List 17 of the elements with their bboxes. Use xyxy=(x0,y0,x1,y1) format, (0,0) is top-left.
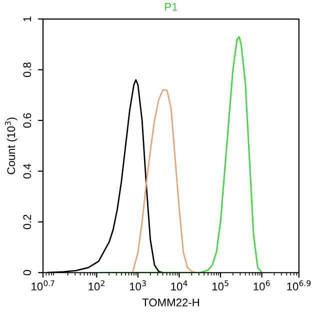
x-tick-label: 10$^{0.7}$ xyxy=(32,280,54,290)
line-series xyxy=(132,89,196,273)
x-tick-label: 10$^{5}$ xyxy=(212,280,228,290)
x-tick-label: 10$^{2}$ xyxy=(88,280,104,290)
x-tick-label: 10$^{6}$ xyxy=(254,280,270,290)
x-tick-label: 10$^{6.9}$ xyxy=(287,280,311,290)
y-tick-label: 1 xyxy=(23,16,31,22)
x-tick-label: 10$^{3}$ xyxy=(130,280,146,290)
x-tick-label: 10$^{4}$ xyxy=(171,280,188,290)
y-tick-label: 0.2 xyxy=(23,214,32,230)
y-tick-label: 0.6 xyxy=(23,113,32,128)
chart-title: P1 xyxy=(165,3,178,11)
x-axis-title: TOMM22-H xyxy=(142,298,199,306)
y-tick-label: 0.4 xyxy=(23,164,32,178)
y-axis-title: Count (10$^{3}$) xyxy=(4,118,18,174)
y-tick-label: 0 xyxy=(23,270,32,276)
y-tick-label: 0.8 xyxy=(23,62,32,78)
